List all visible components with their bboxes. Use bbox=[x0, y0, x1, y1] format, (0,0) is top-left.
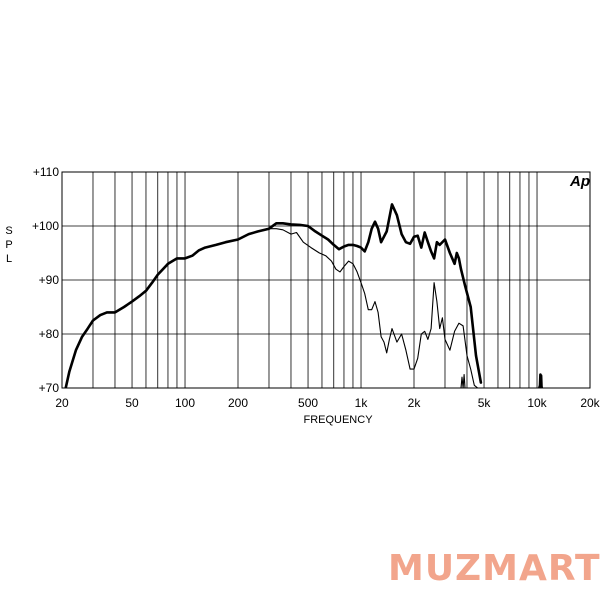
y-axis-label-letter: P bbox=[5, 239, 12, 251]
x-tick-label: 100 bbox=[175, 396, 195, 410]
x-tick-label: 50 bbox=[125, 396, 139, 410]
plot-frame bbox=[61, 171, 591, 389]
series-group bbox=[64, 203, 544, 388]
x-tick-label: 20 bbox=[55, 396, 69, 410]
x-tick-label: 20k bbox=[580, 396, 600, 410]
thick-response-line-3 bbox=[537, 373, 544, 388]
x-tick-label: 10k bbox=[527, 396, 547, 410]
y-axis-label-letter: S bbox=[5, 225, 12, 237]
x-axis-label: FREQUENCY bbox=[303, 414, 373, 426]
y-tick-label: +100 bbox=[32, 219, 59, 233]
y-axis-label-letter: L bbox=[6, 253, 12, 265]
ap-logo: Ap bbox=[569, 173, 590, 190]
x-tick-label: 500 bbox=[298, 396, 318, 410]
y-axis-label: SPL bbox=[5, 225, 12, 265]
x-tick-label: 2k bbox=[408, 396, 422, 410]
tick-labels: 20 50 100 200 500 1k 2k 5k 10k 20k +70 +80 +90 +100 +1… bbox=[32, 165, 600, 410]
muzmart-watermark: MUZMART bbox=[388, 548, 600, 589]
y-tick-label: +110 bbox=[33, 165, 59, 179]
y-tick-label: +90 bbox=[39, 273, 60, 287]
thick-response-line-0 bbox=[64, 203, 483, 388]
thin-response-line-2 bbox=[460, 373, 466, 388]
grid bbox=[62, 172, 590, 388]
x-tick-label: 200 bbox=[228, 396, 248, 410]
thin-response-line-1 bbox=[265, 228, 479, 388]
y-tick-label: +70 bbox=[39, 381, 60, 395]
x-tick-label: 5k bbox=[478, 396, 492, 410]
y-tick-label: +80 bbox=[39, 327, 60, 341]
x-tick-label: 1k bbox=[355, 396, 369, 410]
